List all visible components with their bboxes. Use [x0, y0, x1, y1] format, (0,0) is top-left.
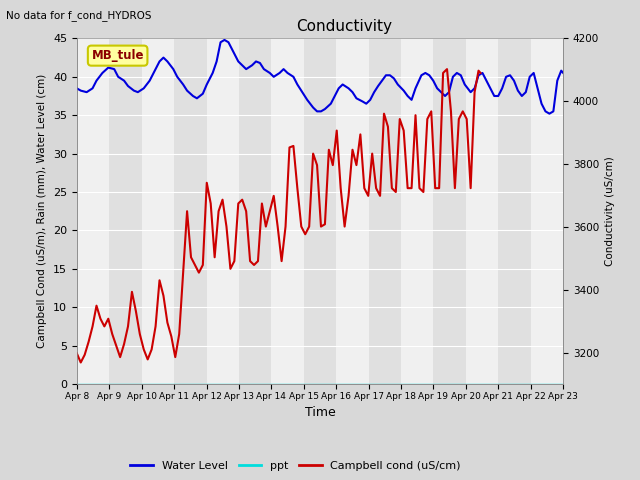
Bar	[109, 38, 141, 384]
Legend: Water Level, ppt, Campbell cond (uS/cm): Water Level, ppt, Campbell cond (uS/cm)	[126, 456, 465, 475]
Bar	[271, 38, 304, 384]
Text: MB_tule: MB_tule	[92, 49, 144, 62]
Bar	[141, 38, 174, 384]
Bar	[433, 38, 466, 384]
Bar	[336, 38, 369, 384]
X-axis label: Time: Time	[305, 406, 335, 419]
Y-axis label: Conductivity (uS/cm): Conductivity (uS/cm)	[605, 156, 615, 266]
Bar	[466, 38, 499, 384]
Bar	[499, 38, 531, 384]
Bar	[239, 38, 271, 384]
Bar	[207, 38, 239, 384]
Y-axis label: Campbell Cond (uS/m), Rain (mm), Water Level (cm): Campbell Cond (uS/m), Rain (mm), Water L…	[37, 74, 47, 348]
Bar	[174, 38, 207, 384]
Title: Conductivity: Conductivity	[296, 20, 392, 35]
Bar	[77, 38, 109, 384]
Bar	[531, 38, 563, 384]
Text: No data for f_cond_HYDROS: No data for f_cond_HYDROS	[6, 10, 152, 21]
Bar	[369, 38, 401, 384]
Bar	[401, 38, 433, 384]
Bar	[304, 38, 336, 384]
